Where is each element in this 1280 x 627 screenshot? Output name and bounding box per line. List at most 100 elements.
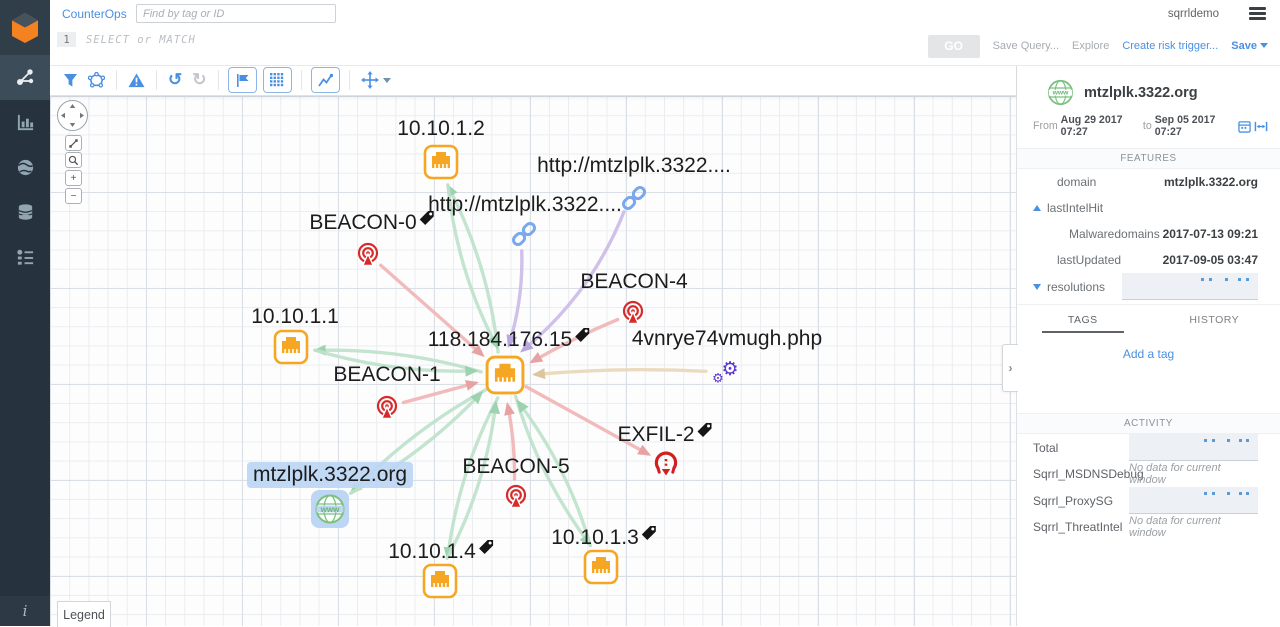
activity-row-threatintel: Sqrrl_ThreatIntel No data for current wi… — [1017, 514, 1280, 540]
collapse-icon[interactable] — [1033, 205, 1041, 211]
graph-explore-icon — [15, 68, 35, 88]
sidebar-item-graph[interactable] — [0, 55, 50, 100]
filter-icon — [63, 73, 78, 88]
magnifier-icon — [68, 155, 79, 166]
lasso-select-icon — [88, 72, 105, 89]
graph-node-dom[interactable]: www mtzlplk.3322.org — [247, 462, 413, 528]
pan-mode-button[interactable] — [361, 71, 391, 89]
expand-icon[interactable] — [1033, 284, 1041, 290]
add-tag-link[interactable]: Add a tag — [1017, 339, 1280, 371]
graph-node-b0[interactable]: BEACON-0 — [309, 211, 433, 266]
create-risk-trigger-link[interactable]: Create risk trigger... — [1122, 40, 1218, 52]
product-name-link[interactable]: CounterOps — [62, 7, 124, 21]
sidebar-item-datasets[interactable] — [0, 190, 50, 235]
save-dropdown[interactable]: Save — [1231, 40, 1268, 52]
fit-icon — [68, 138, 79, 149]
alerts-button[interactable] — [128, 73, 145, 88]
svg-text:10.10.1.3: 10.10.1.3 — [551, 526, 639, 549]
grid-icon — [270, 73, 284, 87]
features-header: FEATURES — [1017, 148, 1280, 169]
domain-globe-icon: www — [1047, 79, 1074, 106]
pan-arrows-icon — [58, 101, 87, 130]
graph-node-ex[interactable]: EXFIL-2 — [617, 423, 711, 476]
graph-edge[interactable] — [403, 383, 475, 402]
panel-title: mtzlplk.3322.org — [1084, 85, 1198, 101]
move-icon — [361, 71, 379, 89]
flag-toggle-button[interactable] — [228, 67, 257, 93]
svg-text:www: www — [1052, 90, 1070, 97]
grid-toggle-button[interactable] — [263, 67, 292, 93]
tag-icon — [479, 540, 493, 554]
graph-node-ip15[interactable]: 118.184.176.15 — [428, 328, 589, 393]
svg-text:118.184.176.15: 118.184.176.15 — [428, 328, 572, 351]
proxysg-sparkline[interactable] — [1129, 487, 1258, 514]
go-button[interactable]: GO — [928, 35, 980, 58]
feature-row-resolutions[interactable]: resolutions — [1017, 273, 1280, 300]
legend-button[interactable]: Legend — [57, 601, 111, 627]
zoom-in-button[interactable]: + — [65, 170, 82, 186]
graph-edge[interactable] — [447, 405, 495, 559]
search-input[interactable] — [136, 4, 336, 23]
tab-tags[interactable]: TAGS — [1017, 305, 1149, 339]
svg-text:10.10.1.1: 10.10.1.1 — [251, 305, 339, 328]
tag-icon — [698, 423, 712, 437]
activity-header: ACTIVITY — [1017, 413, 1280, 434]
fit-to-screen-button[interactable] — [65, 135, 82, 151]
calendar-icon[interactable] — [1238, 120, 1251, 133]
username[interactable]: sqrrldemo — [1168, 8, 1219, 20]
warning-triangle-icon — [128, 73, 145, 88]
redo-button[interactable]: ↻ — [192, 70, 206, 90]
svg-text:mtzlplk.3322.org: mtzlplk.3322.org — [253, 463, 407, 486]
app-logo[interactable] — [0, 0, 50, 55]
svg-text:⚙: ⚙ — [721, 358, 738, 380]
graph-edge[interactable] — [536, 370, 706, 375]
panel-collapse-handle[interactable]: › — [1002, 344, 1018, 392]
query-bar: 1 SELECT or MATCH GO Save Query... Explo… — [50, 27, 1280, 66]
svg-text:www: www — [320, 505, 340, 514]
time-window: From Aug 29 2017 07:27 to Sep 05 2017 07… — [1017, 112, 1280, 148]
graph-node-b1[interactable]: BEACON-1 — [333, 363, 440, 419]
annotate-chart-icon — [318, 73, 333, 88]
feature-value-domain: mtzlplk.3322.org — [1164, 175, 1258, 189]
top-bar: CounterOps sqrrldemo — [50, 0, 1280, 28]
graph-node-h14[interactable]: 10.10.1.4 — [388, 540, 493, 597]
zoom-select-button[interactable] — [65, 152, 82, 168]
query-editor[interactable]: SELECT or MATCH — [86, 34, 196, 65]
sidebar-item-risk-triggers[interactable] — [0, 235, 50, 280]
graph-canvas[interactable]: 10.10.1.2 http://mtzlplk.3322.... http:/… — [50, 96, 1016, 626]
sidebar-item-intel[interactable] — [0, 145, 50, 190]
zoom-out-button[interactable]: − — [65, 188, 82, 204]
tag-icon — [642, 526, 656, 540]
graph-node-h12[interactable]: 10.10.1.2 — [397, 117, 485, 178]
info-button[interactable]: i — [0, 596, 50, 626]
resolutions-sparkline[interactable] — [1122, 273, 1258, 300]
expand-time-range-icon[interactable] — [1254, 120, 1268, 133]
hamburger-menu-icon[interactable] — [1249, 5, 1266, 23]
sidebar-item-reports[interactable] — [0, 100, 50, 145]
activity-row-total: Total — [1017, 434, 1280, 461]
svg-text:4vnrye74vmugh.php: 4vnrye74vmugh.php — [632, 327, 822, 350]
tag-icon — [575, 328, 589, 342]
explore-button[interactable]: Explore — [1072, 40, 1109, 52]
pan-wheel[interactable] — [57, 100, 88, 131]
trigger-list-icon — [16, 248, 35, 267]
lasso-select-button[interactable] — [88, 72, 105, 89]
graph-node-b4[interactable]: BEACON-4 — [580, 270, 688, 324]
annotate-toggle-button[interactable] — [311, 67, 340, 93]
tab-history[interactable]: HISTORY — [1149, 305, 1280, 339]
total-sparkline[interactable] — [1129, 434, 1258, 461]
tag-icon — [420, 211, 434, 225]
chevron-down-icon — [1260, 43, 1268, 48]
graph-node-h13[interactable]: 10.10.1.3 — [551, 526, 656, 583]
filter-button[interactable] — [63, 73, 78, 88]
svg-text:⚙: ⚙ — [712, 372, 724, 387]
graph-toolbar: ↺ ↻ — [50, 65, 1016, 96]
undo-button[interactable]: ↺ — [168, 70, 182, 90]
svg-text:10.10.1.4: 10.10.1.4 — [388, 540, 476, 563]
save-query-button[interactable]: Save Query... — [993, 40, 1059, 52]
feature-row-domain: domain mtzlplk.3322.org — [1017, 169, 1280, 195]
feature-row-lastintelhit[interactable]: lastIntelHit — [1017, 195, 1280, 221]
sqrrl-logo-icon — [10, 12, 40, 44]
svg-text:BEACON-1: BEACON-1 — [333, 363, 440, 386]
graph-node-ge[interactable]: ⚙ ⚙ 4vnrye74vmugh.php — [632, 327, 822, 387]
